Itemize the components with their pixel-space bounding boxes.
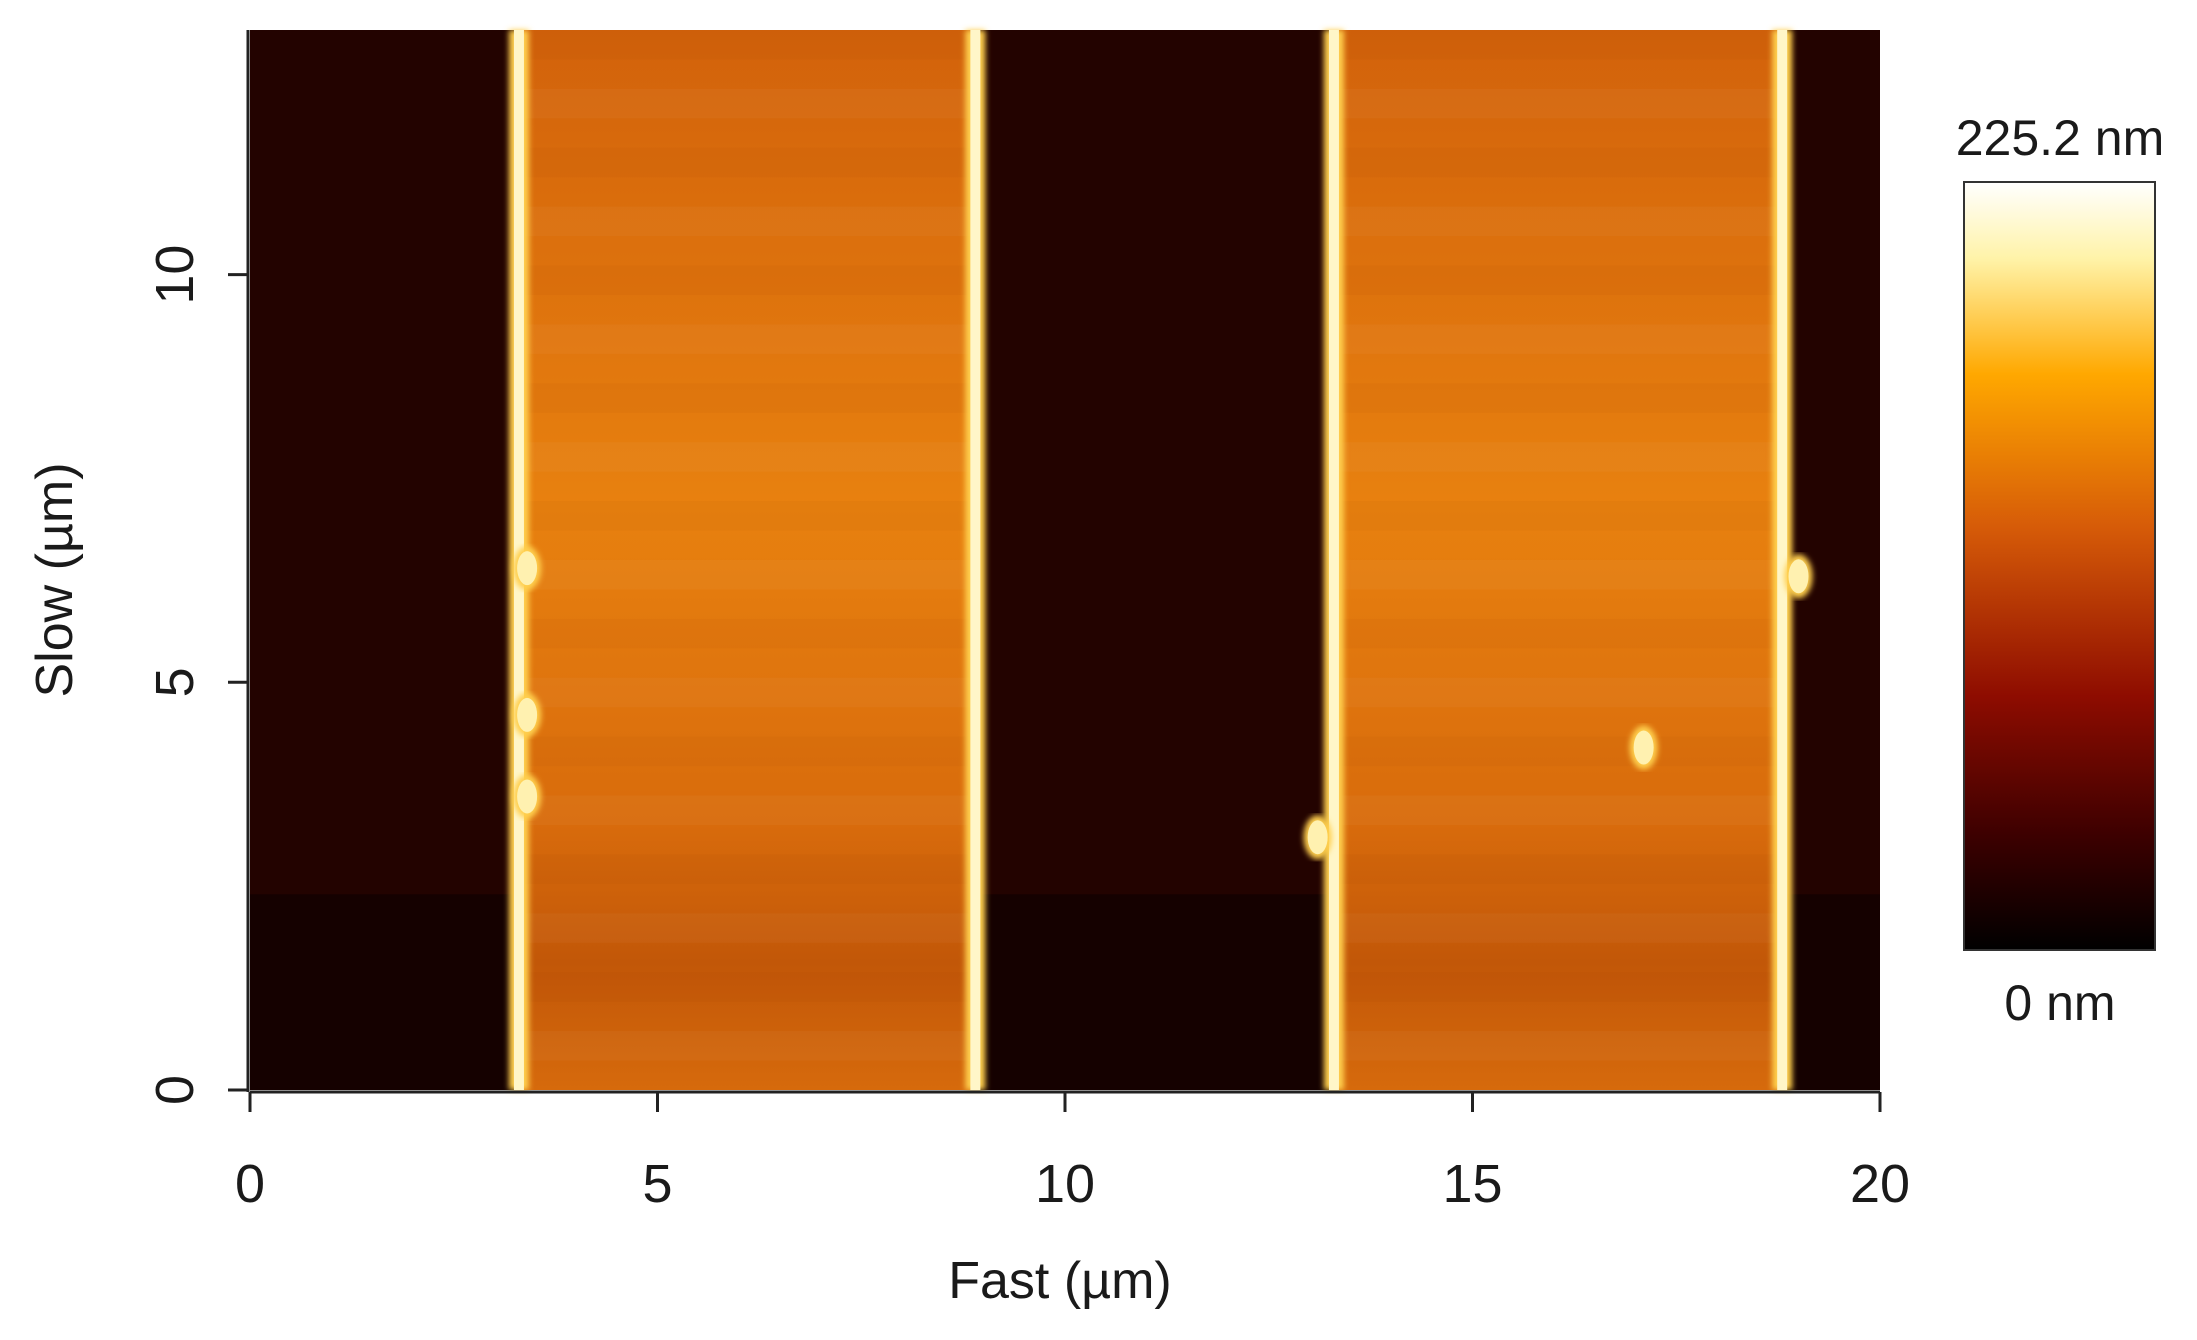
axes: 0 5 10 15 20 0 5 10 Fast (µm) Slow (µm) (26, 30, 1910, 1310)
feature-5 (1788, 559, 1809, 594)
stripe-2-scanline (1334, 737, 1782, 766)
y-tick-label: 0 (145, 1075, 205, 1105)
stripe-1-scanline (519, 442, 975, 471)
stripe-2-scanline (1334, 266, 1782, 295)
stripe-1-scanline (519, 501, 975, 530)
feature-6 (1633, 730, 1654, 765)
feature-1 (517, 779, 538, 814)
y-tick-label: 5 (145, 667, 205, 697)
colorbar-gradient (1963, 181, 2156, 951)
stripe-2-scanline (1334, 619, 1782, 648)
stripe-2-scanline (1334, 796, 1782, 825)
x-axis-label: Fast (µm) (948, 1252, 1172, 1310)
feature-4 (1307, 820, 1328, 855)
x-tick-label: 20 (1850, 1154, 1910, 1214)
stripe-1-scanline (519, 207, 975, 236)
plot-area (250, 30, 1880, 1090)
stripe-1 (518, 30, 976, 1090)
stripe-1-scanline (519, 619, 975, 648)
stripe-2-scanline (1334, 678, 1782, 707)
stripe-2-scanline (1334, 89, 1782, 118)
stripe-1-scanline (519, 560, 975, 589)
stripe-1-scanline (519, 89, 975, 118)
stripe-2-scanline (1334, 148, 1782, 177)
stripe-1-right-edge (970, 30, 981, 1090)
colorbar: 225.2 nm 0 nm (1956, 110, 2164, 1031)
stripe-2-scanline (1334, 30, 1782, 59)
stripe-1-scanline (519, 1031, 975, 1060)
stripe-2-scanline (1334, 854, 1782, 883)
stripe-2-scanline (1334, 1031, 1782, 1060)
y-axis-label: Slow (µm) (26, 462, 84, 697)
stripe-2-left-edge (1328, 30, 1339, 1090)
stripe-2-scanline (1334, 442, 1782, 471)
stripe-2-scanline (1334, 913, 1782, 942)
colorbar-min-label: 0 nm (2004, 975, 2115, 1031)
stripe-2-right-edge (1777, 30, 1788, 1090)
stripe-2-scanline (1334, 324, 1782, 353)
y-tick-label: 10 (145, 245, 205, 305)
stripe-2-scanline (1334, 383, 1782, 412)
stripe-1-scanline (519, 913, 975, 942)
stripe-2-scanline (1334, 207, 1782, 236)
stripe-1-scanline (519, 266, 975, 295)
stripe-1-scanline (519, 148, 975, 177)
x-tick-label: 0 (235, 1154, 265, 1214)
feature-3 (517, 551, 538, 586)
stripe-2-scanline (1334, 501, 1782, 530)
stripe-1-scanline (519, 678, 975, 707)
stripe-1-scanline (519, 383, 975, 412)
stripe-1-scanline (519, 737, 975, 766)
x-tick-label: 5 (642, 1154, 672, 1214)
stripe-1-scanline (519, 854, 975, 883)
x-tick-label: 10 (1035, 1154, 1095, 1214)
stripe-1-scanline (519, 324, 975, 353)
x-tick-label: 15 (1442, 1154, 1502, 1214)
colorbar-max-label: 225.2 nm (1956, 110, 2164, 166)
stripe-1-scanline (519, 796, 975, 825)
stripe-2-scanline (1334, 972, 1782, 1001)
stripe-2-scanline (1334, 560, 1782, 589)
stripe-1-scanline (519, 972, 975, 1001)
stripe-1-scanline (519, 30, 975, 59)
stripe-2 (1333, 30, 1783, 1090)
feature-2 (517, 697, 538, 732)
